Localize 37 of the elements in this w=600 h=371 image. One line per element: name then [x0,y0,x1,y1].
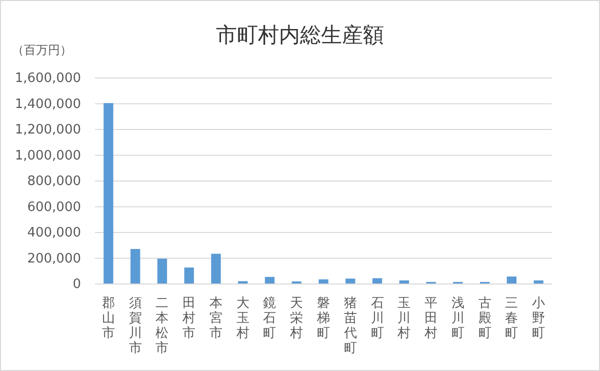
y-tick-label: 1,600,000 [14,71,81,86]
y-tick-label: 800,000 [27,174,81,190]
x-tick-label: 田村市 [182,296,196,342]
x-tick-label: 三春町 [505,296,518,342]
x-tick-label: 鏡石町 [263,296,276,342]
y-tick-label: 1,000,000 [14,148,81,164]
x-tick-label: 本宮市 [209,296,222,342]
y-tick-label: 400,000 [27,226,81,241]
y-tick-label: 200,000 [27,251,81,266]
y-axis-title: （百万円） [12,43,72,57]
x-tick-label: 猪苗代町 [342,296,357,356]
x-tick-label: 二本松市 [156,296,169,356]
bar [372,278,382,284]
y-tick-label: 1,200,000 [14,122,81,138]
bar [264,276,275,284]
bar [346,278,356,284]
x-tick-label: 古殿町 [478,296,492,342]
x-tick-label: 石川町 [370,296,384,342]
x-tick-label: 郡山市 [102,296,115,342]
bar [130,248,140,284]
y-tick-label: 1,400,000 [14,96,81,112]
bar [104,103,114,284]
bar [184,268,194,284]
x-tick-label: 天栄村 [289,296,304,342]
x-tick-label: 大玉村 [235,296,250,342]
x-tick-label: 浅川町 [451,296,464,342]
y-tick-label: 600,000 [27,200,81,215]
bar [506,276,517,284]
x-tick-label: 小野町 [532,296,546,342]
x-tick-label: 須賀川市 [128,296,142,356]
x-tick-label: 平田村 [424,296,438,342]
bar [211,254,221,284]
x-tick-label: 磐梯町 [316,296,330,342]
y-tick-label: 0 [72,277,81,292]
bar [157,258,168,284]
chart-title: 市町村内総生産額 [216,23,384,47]
x-tick-label: 玉川村 [396,296,411,342]
